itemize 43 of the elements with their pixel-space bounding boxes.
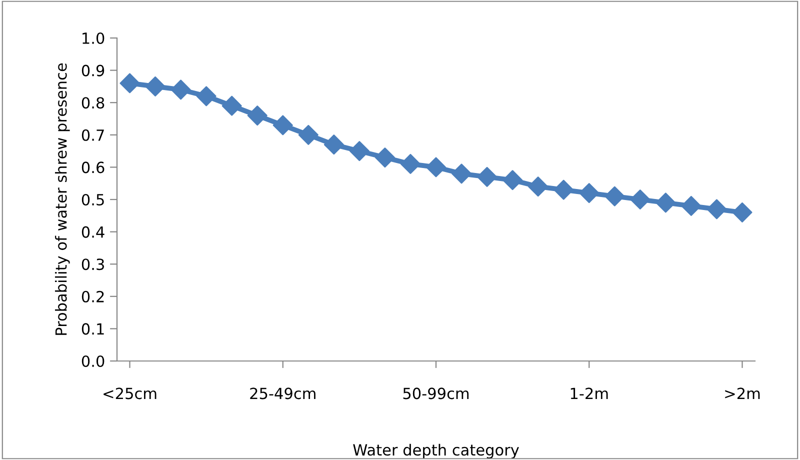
point [400,154,420,174]
y-tick-label: 0.8 [82,97,104,109]
y-tick-label: 0.7 [82,129,104,141]
y-tick-label: 1.0 [82,32,104,44]
point [656,192,676,213]
y-tick-label: 0.5 [82,194,104,206]
point [426,157,446,178]
point [579,183,600,204]
point [272,115,293,136]
point [374,148,395,168]
x-tick-label: 1-2m [570,388,608,399]
point [247,106,268,126]
y-tick-label: 0.9 [82,64,104,76]
x-tick-label: 50-99cm [403,388,469,400]
x-tick-label: <25cm [104,388,156,400]
y-axis-title: Probability of water shrew presence [55,63,70,335]
point [554,180,574,200]
point [477,166,498,187]
y-tick-label: 0.1 [82,323,104,335]
point [706,199,727,220]
y-tick-label: 0.0 [82,355,104,368]
y-tick-label: 0.6 [82,162,104,174]
point [630,189,650,210]
point [298,124,318,145]
point [324,134,344,155]
y-tick-label: 0.3 [82,258,104,270]
point [145,76,166,96]
point [120,73,140,94]
point [681,196,702,216]
point [196,86,216,106]
y-tick-label: 0.4 [82,226,104,238]
point [170,80,191,100]
point [222,96,242,116]
x-tick-label: 25-49cm [250,388,316,400]
point [502,170,523,190]
point [349,141,370,162]
y-tick-label: 0.2 [82,290,104,302]
x-tick-label: >2m [725,388,760,399]
x-axis-title: Water depth category [353,444,519,459]
point [732,202,752,222]
point [452,164,472,184]
point [528,176,548,197]
point [604,186,625,206]
